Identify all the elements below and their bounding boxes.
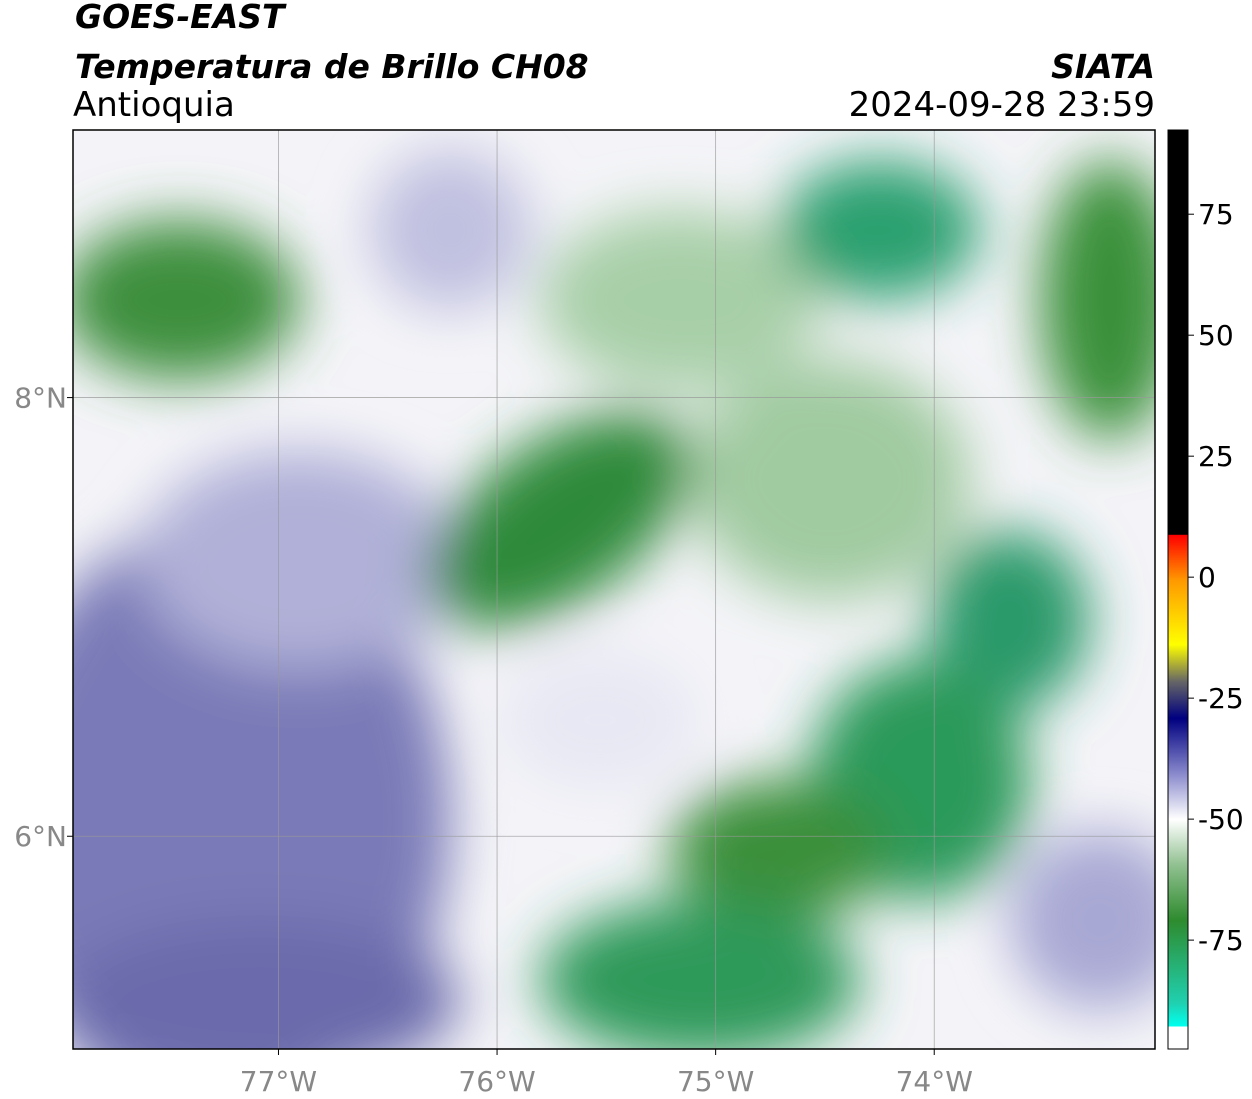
subtitle: Temperatura de Brillo CH08 <box>75 47 589 86</box>
region: Antioquia <box>73 85 235 125</box>
colorbar-tick-label: 25 <box>1198 440 1234 473</box>
colorbar <box>1167 129 1189 1050</box>
colorbar-tick-label: 0 <box>1198 561 1216 594</box>
colorbar-tick-label: 50 <box>1198 319 1234 352</box>
colorbar-tick-label: -50 <box>1198 803 1244 836</box>
x-tick-label: 75°W <box>677 1065 754 1098</box>
datetime: 2024-09-28 23:59 <box>849 85 1155 125</box>
y-tick-label: 6°N <box>14 820 67 853</box>
x-tick-label: 74°W <box>896 1065 973 1098</box>
source: SIATA <box>1051 47 1155 86</box>
colorbar-tick-label: -75 <box>1198 924 1244 957</box>
x-tick-label: 76°W <box>458 1065 535 1098</box>
map-frame <box>72 129 1156 1050</box>
y-tick-label: 8°N <box>14 382 67 415</box>
x-tick-label: 77°W <box>240 1065 317 1098</box>
title: GOES-EAST <box>75 0 287 36</box>
grid <box>73 130 1155 1049</box>
colorbar-tick-label: 75 <box>1198 198 1234 231</box>
map-image <box>73 130 1155 1049</box>
colorbar-tick-label: -25 <box>1198 682 1244 715</box>
